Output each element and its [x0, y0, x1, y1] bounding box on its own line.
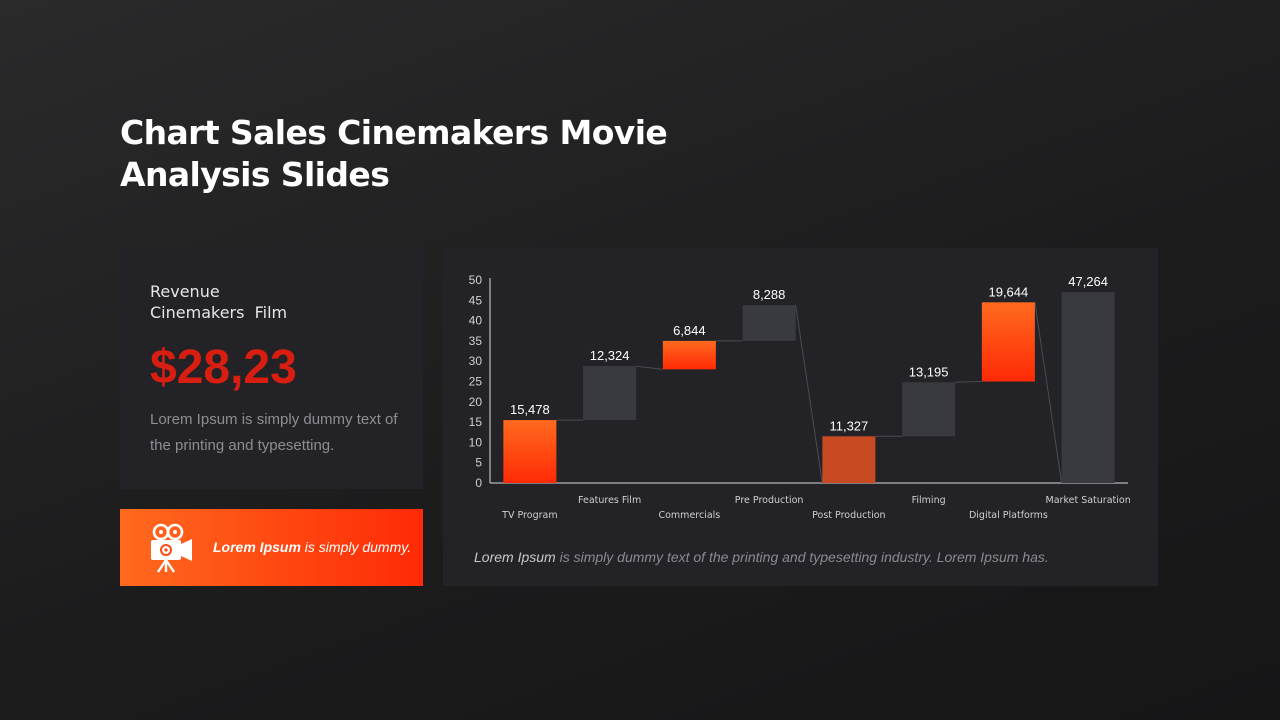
slide-title-line-1: Chart Sales Cinemakers Movie — [120, 113, 668, 152]
chart-caption: Lorem Ipsum is simply dummy text of the … — [474, 548, 1049, 566]
y-tick-label: 20 — [469, 395, 483, 409]
data-label: 15,478 — [510, 402, 550, 417]
connector-line — [955, 381, 982, 383]
bar — [503, 420, 557, 483]
data-label: 12,324 — [590, 348, 630, 363]
data-label: 13,195 — [909, 364, 949, 379]
y-tick-label: 25 — [469, 375, 483, 389]
y-tick-label: 5 — [475, 456, 482, 470]
x-category-label: Pre Production — [735, 495, 804, 506]
info-banner: Lorem Ipsum is simply dummy. — [120, 509, 423, 586]
connector-line — [636, 365, 663, 370]
bar — [981, 302, 1035, 382]
chart-card: 0 5 10 15 20 25 30 35 40 45 50 15,478 TV Program 12,3… — [443, 248, 1158, 586]
x-category-label: Digital Platforms — [969, 510, 1048, 521]
connector-line — [1034, 302, 1063, 484]
banner-text-strong: Lorem Ipsum — [213, 539, 301, 555]
movie-camera-icon — [151, 523, 192, 573]
revenue-description: Lorem Ipsum is simply dummy text of the … — [150, 411, 398, 454]
bar — [662, 340, 716, 370]
bar — [742, 305, 796, 341]
y-tick-label: 0 — [475, 476, 482, 490]
y-tick-label: 40 — [469, 314, 483, 328]
revenue-label: Revenue Cinemakers Film — [150, 281, 287, 323]
x-category-label: TV Program — [501, 510, 557, 521]
banner-text-rest: is simply dummy. — [300, 539, 412, 555]
revenue-label-line-1: Revenue — [150, 282, 220, 301]
data-label: 8,288 — [753, 287, 786, 302]
revenue-card: Revenue Cinemakers Film $28,23 Lorem Ips… — [120, 248, 423, 489]
bar — [583, 366, 637, 421]
revenue-value: $28,23 — [150, 341, 297, 394]
chart-caption-rest: is simply dummy text of the printing and… — [555, 549, 1049, 565]
waterfall-chart: 0 5 10 15 20 25 30 35 40 45 50 15,478 TV Program 12,3… — [469, 273, 1131, 521]
x-category-label: Commercials — [658, 510, 720, 521]
banner-text: Lorem Ipsum is simply dummy. — [213, 538, 411, 556]
y-tick-label: 30 — [469, 354, 483, 368]
x-category-label: Features Film — [578, 495, 641, 506]
y-tick-label: 15 — [469, 415, 483, 429]
slide-title: Chart Sales Cinemakers Movie Analysis Sl… — [120, 112, 740, 196]
bar — [902, 382, 956, 437]
connector-line — [795, 305, 823, 484]
x-category-label: Post Production — [812, 510, 885, 521]
bar — [822, 436, 876, 483]
x-category-label: Market Saturation — [1046, 495, 1131, 506]
y-tick-label: 10 — [469, 435, 483, 449]
chart-caption-strong: Lorem Ipsum — [474, 549, 556, 565]
y-tick-label: 45 — [469, 293, 483, 307]
x-category-label: Filming — [912, 495, 946, 506]
data-label: 11,327 — [829, 418, 868, 433]
y-tick-label: 50 — [469, 273, 483, 287]
data-label: 6,844 — [673, 323, 706, 338]
slide-title-line-2: Analysis Slides — [120, 155, 390, 194]
y-tick-label: 35 — [469, 334, 483, 348]
bar — [1061, 292, 1115, 483]
revenue-label-line-2: Cinemakers Film — [150, 303, 288, 322]
data-label: 47,264 — [1068, 274, 1108, 289]
data-label: 19,644 — [988, 284, 1028, 299]
